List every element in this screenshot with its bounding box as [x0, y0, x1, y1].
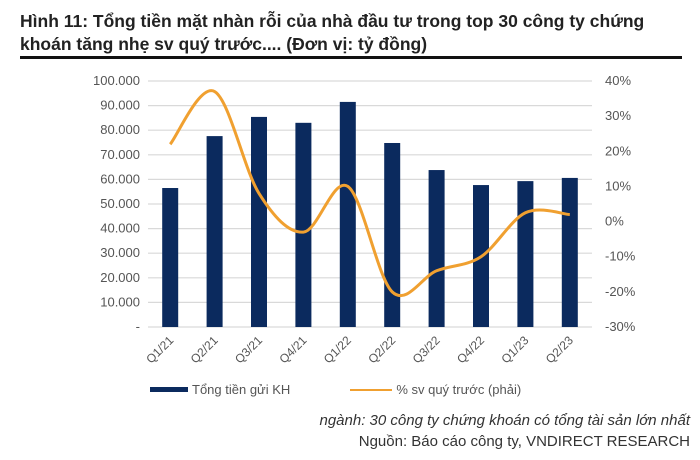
bar	[339, 101, 356, 327]
y-right-tick: 0%	[605, 214, 624, 229]
legend-bar-label: Tổng tiền gửi KH	[192, 382, 291, 397]
y-left-tick: 80.000	[100, 122, 140, 137]
y-left-tick: -	[136, 319, 140, 334]
y-right-tick: 20%	[605, 143, 631, 158]
legend-item-line: % sv quý trước (phải)	[350, 382, 521, 397]
x-tick: Q1/23	[498, 333, 531, 366]
legend-item-bar: Tổng tiền gửi KH	[150, 382, 290, 397]
y-left-tick: 90.000	[100, 98, 140, 113]
chart-title: Hình 11: Tổng tiền mặt nhàn rỗi của nhà …	[20, 11, 645, 54]
y-right-tick: -20%	[605, 284, 636, 299]
y-right-tick: -10%	[605, 249, 636, 264]
bar	[206, 136, 223, 327]
y-left-tick: 70.000	[100, 147, 140, 162]
y-left-tick: 20.000	[100, 270, 140, 285]
x-tick: Q4/22	[454, 333, 487, 366]
x-tick: Q2/23	[543, 333, 576, 366]
y-right-tick: -30%	[605, 319, 636, 334]
x-tick: Q3/22	[410, 333, 443, 366]
y-left-tick: 60.000	[100, 171, 140, 186]
x-tick: Q2/21	[188, 333, 221, 366]
y-right-tick: 30%	[605, 108, 631, 123]
x-tick: Q4/21	[276, 333, 309, 366]
x-tick: Q2/22	[365, 333, 398, 366]
chart-plot: - 10.000 20.000 30.000 40.000 50.000 60.000 70.…	[93, 73, 636, 366]
legend: Tổng tiền gửi KH % sv quý trước (phải)	[150, 382, 581, 397]
x-tick: Q1/22	[321, 333, 354, 366]
legend-line-label: % sv quý trước (phải)	[396, 382, 522, 397]
title-underline	[20, 56, 682, 59]
bar	[162, 188, 179, 327]
y-right-tick: 10%	[605, 178, 631, 193]
y-left-tick: 10.000	[100, 294, 140, 309]
chart-source: Nguồn: Báo cáo công ty, VNDIRECT RESEARC…	[358, 433, 690, 450]
bar	[251, 116, 267, 327]
bar	[384, 142, 401, 327]
y-right-tick: 40%	[605, 73, 631, 88]
x-tick: Q1/21	[143, 333, 176, 366]
y-left-tick: 100.000	[93, 73, 140, 88]
bar	[517, 181, 534, 327]
bar	[295, 122, 312, 327]
bar	[561, 177, 578, 327]
bar-swatch-icon	[150, 387, 188, 392]
line-swatch-icon	[350, 388, 393, 391]
chart-note: ngành: 30 công ty chứng khoán có tổng tà…	[319, 412, 690, 429]
y-left-tick: 40.000	[100, 221, 140, 236]
y-left-tick: 50.000	[100, 196, 140, 211]
y-left-tick: 30.000	[100, 245, 140, 260]
bar	[428, 170, 445, 327]
line-series	[168, 89, 570, 298]
x-tick: Q3/21	[232, 333, 265, 366]
